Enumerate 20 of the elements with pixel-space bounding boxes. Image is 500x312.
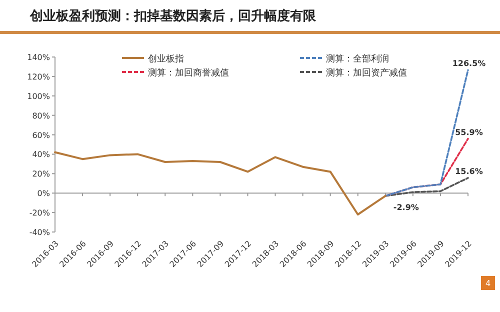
data-label: 126.5% [452, 59, 486, 68]
y-tick-label: 0% [37, 189, 50, 198]
y-tick-label: 60% [32, 130, 50, 140]
y-tick-label: 140% [27, 53, 50, 62]
text: 4 [485, 279, 491, 288]
legend-label: 测算：加回商誉减值 [148, 68, 229, 78]
y-tick-label: 80% [32, 111, 50, 120]
y-tick-label: 40% [32, 150, 50, 160]
y-tick-label: 100% [27, 92, 50, 101]
title: 创业板盈利预测：扣掉基数因素后，回升幅度有限 [30, 9, 316, 24]
legend-label: 测算：加回资产减值 [326, 68, 407, 78]
y-tick-label: 20% [32, 170, 50, 179]
legend-label: 创业板指 [148, 54, 184, 64]
data-label: -2.9% [393, 202, 419, 212]
data-label: 55.9% [455, 128, 483, 137]
y-tick-label: -40% [29, 228, 50, 237]
y-tick-label: -20% [29, 208, 50, 218]
legend-label: 测算：全部利润 [326, 54, 389, 64]
y-tick-label: 120% [27, 72, 50, 82]
data-label: 15.6% [455, 166, 483, 176]
